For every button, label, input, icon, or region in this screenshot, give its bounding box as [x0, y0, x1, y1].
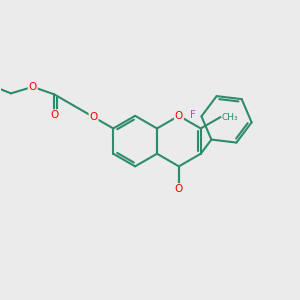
Text: O: O	[89, 112, 98, 122]
Text: CH₃: CH₃	[222, 112, 238, 122]
Text: F: F	[190, 110, 196, 120]
Text: O: O	[175, 184, 183, 194]
Text: O: O	[175, 111, 183, 121]
Text: O: O	[28, 82, 37, 92]
Text: O: O	[50, 110, 58, 120]
